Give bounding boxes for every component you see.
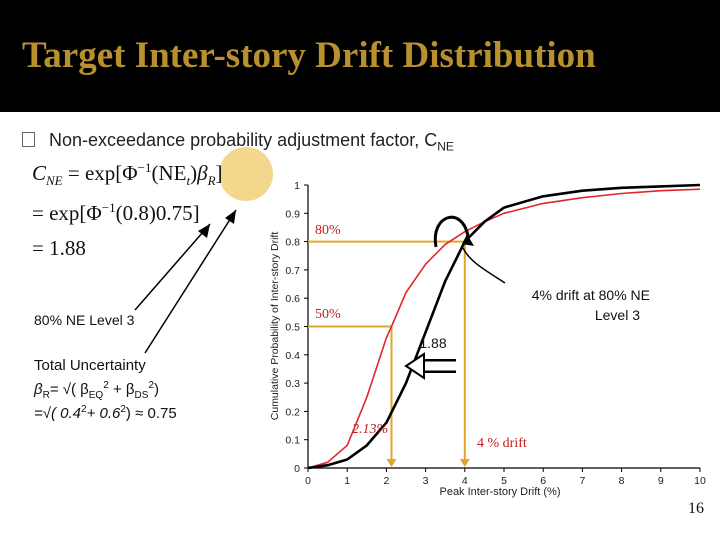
equation-line-2: = exp[Φ−1(0.8)0.75]	[32, 200, 200, 225]
y-tick-label: 0	[294, 463, 300, 475]
y-tick-label: 0.7	[285, 265, 300, 277]
uncertainty-value: =√( 0.42+ 0.62) ≈ 0.75	[34, 404, 177, 422]
x-tick-label: 6	[540, 475, 546, 487]
annotation-median-drift: 2.13%	[352, 422, 388, 437]
bullet-text: Non-exceedance probability adjustment fa…	[49, 130, 438, 150]
bullet-point: Non-exceedance probability adjustment fa…	[22, 130, 454, 154]
series-line-1	[307, 183, 701, 470]
y-tick-label: 0.4	[285, 350, 300, 362]
y-tick-label: 0.1	[285, 435, 300, 447]
curved-arrow-head-icon	[462, 234, 474, 246]
y-tick-label: 1	[294, 180, 300, 192]
bullet-square-icon	[22, 132, 35, 147]
uncertainty-formula: βR= √( βEQ2 + βDS2)	[34, 380, 159, 401]
equation-line-1: CNE = exp[Φ−1(NEt)βR]	[32, 160, 223, 189]
x-tick-label: 1	[344, 475, 350, 487]
guide-arrow-icon-0	[459, 459, 470, 467]
pointer-head-uncertainty-icon	[225, 210, 236, 224]
equation-line-3: = 1.88	[32, 236, 86, 260]
y-tick-label: 0.2	[285, 406, 300, 418]
x-tick-label: 5	[501, 475, 507, 487]
y-axis-label: Cumulative Probability of Inter-story Dr…	[269, 232, 281, 421]
pointer-head-level-icon	[198, 224, 210, 238]
pointer-line-uncertainty	[144, 209, 237, 354]
y-tick-label: 0.3	[285, 378, 300, 390]
annotation-80-percent: 80%	[315, 223, 341, 238]
y-tick-label: 0.5	[285, 322, 300, 334]
data-series	[307, 183, 701, 470]
series-line-0	[307, 188, 701, 469]
x-tick-label: 7	[579, 475, 585, 487]
beta-highlight-circle	[219, 147, 273, 201]
x-tick-label: 9	[658, 475, 664, 487]
annotation-50-percent: 50%	[315, 307, 341, 322]
annotation-target-drift: 4 % drift	[477, 436, 527, 451]
callout-pointer-line	[462, 247, 506, 284]
bullet-text-subscript: NE	[437, 139, 454, 154]
x-tick-label: 8	[619, 475, 625, 487]
uncertainty-title: Total Uncertainty	[34, 357, 146, 374]
guide-lines	[308, 240, 470, 467]
y-tick-labels: 0 0.1 0.2 0.3 0.4 0.5 0.6 0.7 0.8 0.9 1	[285, 180, 308, 475]
page-number: 16	[688, 500, 704, 517]
y-tick-label: 0.9	[285, 208, 300, 220]
slide-title: Target Inter-story Drift Distribution	[22, 35, 596, 76]
curved-arrow	[433, 215, 470, 248]
x-tick-labels: 0 1 2 3 4 5 6 7 8 9 10	[305, 468, 706, 487]
pointer-line-level	[134, 223, 211, 311]
x-tick-label: 2	[383, 475, 389, 487]
x-tick-label: 4	[462, 475, 468, 487]
x-tick-label: 0	[305, 475, 311, 487]
left-arrow-icon	[404, 352, 425, 380]
annotation-ratio: 1.88	[419, 335, 446, 351]
x-axis-label: Peak Inter-story Drift (%)	[439, 486, 560, 498]
callout-text-line-1: 4% drift at 80% NE	[532, 287, 650, 303]
callout-text-line-2: Level 3	[595, 307, 640, 323]
y-tick-label: 0.6	[285, 293, 300, 305]
level-note: 80% NE Level 3	[34, 312, 135, 328]
guide-arrow-icon-1	[386, 459, 397, 467]
x-tick-label: 10	[694, 475, 706, 487]
x-tick-label: 3	[423, 475, 429, 487]
title-bar: Target Inter-story Drift Distribution	[0, 0, 720, 112]
y-tick-label: 0.8	[285, 237, 300, 249]
